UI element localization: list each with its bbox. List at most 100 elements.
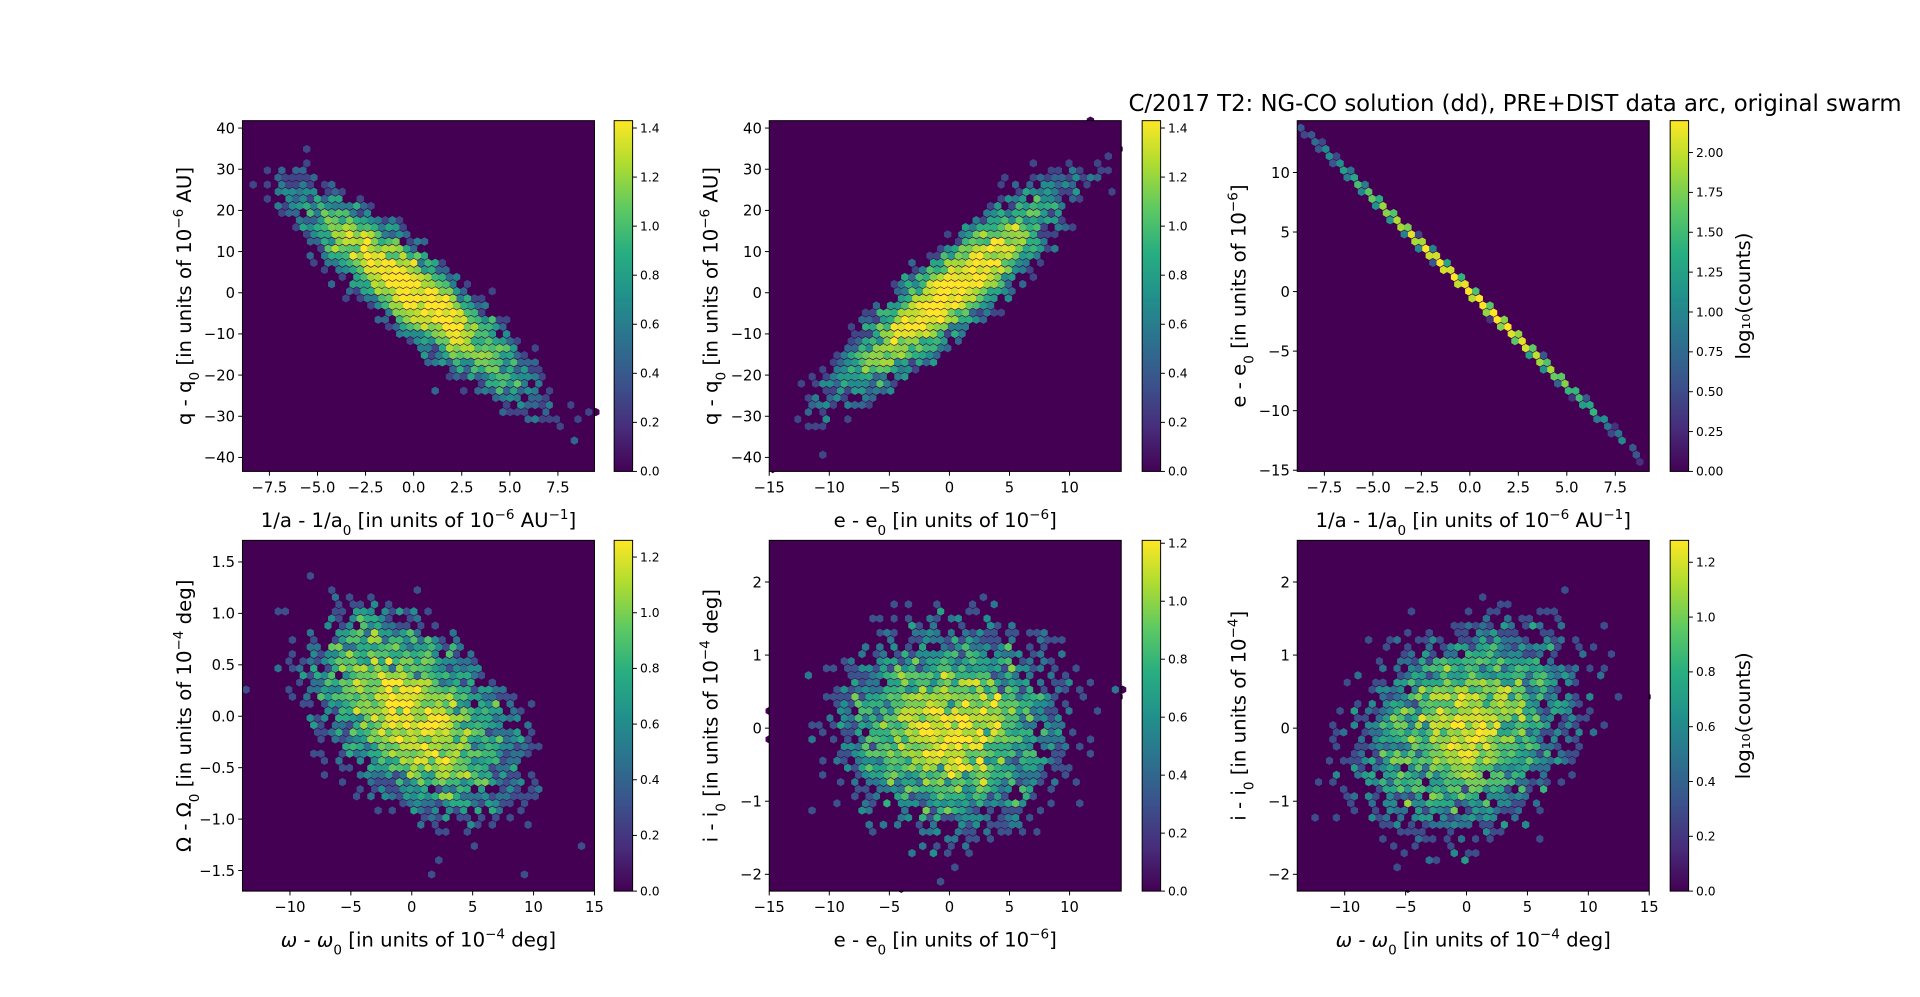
hexbin-cell: [872, 315, 880, 324]
hexbin-cell: [270, 152, 279, 161]
hexbin-cell: [1432, 600, 1441, 609]
hexbin-cell: [1493, 792, 1501, 801]
colorbar-gradient: [1141, 120, 1162, 472]
hexbin-cell: [377, 223, 386, 232]
hexbin-cell: [1033, 628, 1041, 637]
hexbin-cell: [1511, 671, 1519, 680]
hexbin-cell: [940, 799, 948, 808]
colorbar-gradient: [1669, 539, 1690, 892]
hexbin-cell: [1093, 678, 1102, 687]
hexbin-cell: [936, 621, 945, 630]
label-segment: 0: [333, 942, 342, 958]
hexbin-cell: [1514, 806, 1523, 815]
hexbin-cell: [979, 258, 988, 267]
hexbin-cell: [983, 756, 991, 765]
hexbin-cell: [794, 706, 802, 716]
hexbin-cell: [1439, 713, 1448, 723]
hexbin-cell: [1008, 635, 1016, 645]
hexbin-cell: [377, 208, 386, 218]
hexbin-cell: [926, 336, 934, 346]
hexbin-cell: [506, 365, 514, 374]
hexbin-cell: [1514, 706, 1523, 716]
hexbin-cell: [1454, 657, 1462, 666]
hexbin-cell: [1389, 813, 1398, 822]
hexbin-cell: [961, 785, 970, 794]
x-tick-label: 7.5: [1604, 479, 1627, 496]
hexbin-cell: [1600, 649, 1608, 659]
hexbin-cell: [1496, 671, 1505, 680]
hexbin-cell: [869, 336, 877, 346]
hexbin-cell: [1482, 756, 1491, 765]
hexbin-cell: [577, 393, 586, 403]
hexbin-cell: [510, 763, 518, 773]
hexbin-cell: [840, 393, 848, 403]
hexbin-cell: [399, 223, 407, 232]
hexbin-cell: [869, 671, 877, 680]
hexbin-cell: [1382, 208, 1391, 218]
hexbin-cell: [427, 322, 436, 331]
hexbin-cell: [911, 785, 920, 794]
hexbin-cell: [1439, 265, 1448, 275]
hexbin-cell: [936, 721, 945, 730]
hexbin-cell: [1058, 201, 1066, 211]
hexbin-cell: [847, 351, 856, 360]
hexbin-cell: [1532, 600, 1541, 609]
hexbin-cell: [993, 201, 1002, 211]
hexbin-cell: [1543, 358, 1551, 367]
hexbin-cell: [1389, 756, 1398, 765]
hexbin-cell: [804, 699, 813, 709]
hexbin-cell: [836, 386, 845, 395]
hexbin-cell: [883, 685, 891, 694]
hexbin-cell: [1532, 657, 1541, 666]
hexbin-cell: [1443, 272, 1451, 282]
colorbar-tick-label: 0.0: [1168, 884, 1188, 898]
hexbin-cell: [1507, 735, 1516, 744]
hexbin-cell: [1404, 223, 1412, 232]
hexbin-cell: [463, 279, 472, 289]
hexbin-cell: [811, 436, 820, 445]
hexbin-cell: [1400, 649, 1408, 659]
hexbin-cell: [951, 777, 959, 787]
hexbin-cell: [385, 265, 393, 275]
hexbin-cell: [381, 721, 389, 730]
hexbin-cell: [1054, 237, 1063, 246]
hexbin-cell: [399, 322, 407, 331]
hexbin-cell: [345, 593, 354, 602]
hexbin-cell: [470, 770, 479, 780]
hexbin-cell: [1557, 721, 1566, 730]
hexbin-cell: [940, 308, 948, 317]
hexbin-cell: [872, 358, 880, 367]
hexbin-cell: [936, 749, 945, 758]
hexbin-cell: [1493, 763, 1501, 773]
hexbin-cell: [1486, 834, 1494, 844]
hexbin-cell: [1464, 649, 1473, 659]
hexbin-cell: [1008, 649, 1016, 659]
hexbin-cell: [370, 585, 379, 595]
hexbin-cell: [370, 265, 379, 275]
hexbin-cell: [961, 713, 970, 723]
hexbin-cell: [961, 265, 970, 275]
hexbin-cell: [1065, 792, 1073, 801]
hexbin-cell: [808, 400, 816, 410]
hexbin-cell: [452, 806, 461, 815]
hexbin-cell: [492, 770, 500, 780]
hexbin-cell: [352, 301, 361, 310]
hexbin-cell: [919, 699, 927, 709]
hexbin-cell: [972, 607, 980, 616]
hexbin-cell: [1521, 820, 1530, 829]
hexbin-cell: [363, 628, 372, 637]
hexbin-cell: [1475, 728, 1483, 737]
hexbin-cell: [836, 400, 845, 410]
hexbin-cell: [424, 721, 432, 730]
hexbin-cell: [1500, 706, 1508, 716]
hexbin-cell: [1614, 692, 1623, 701]
hexbin-cell: [435, 827, 443, 836]
hexbin-cell: [1593, 415, 1601, 424]
hexbin-cell: [1051, 706, 1059, 716]
hexbin-cell: [1500, 664, 1508, 673]
hexbin-cell: [886, 749, 895, 758]
hexbin-cell: [1468, 671, 1476, 680]
hexbin-cell: [933, 308, 941, 317]
hexbin-cell: [385, 799, 393, 808]
hexbin-cell: [1382, 685, 1391, 694]
